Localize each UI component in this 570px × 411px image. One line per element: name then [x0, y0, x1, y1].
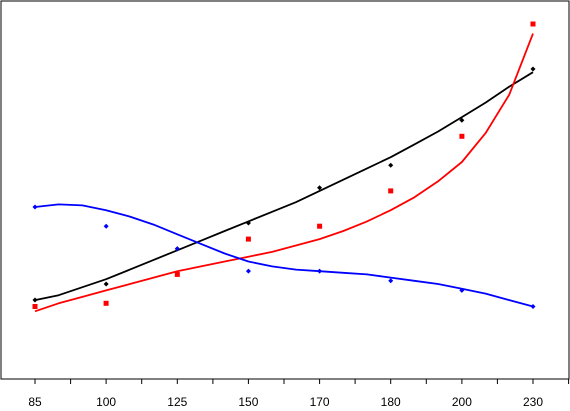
series-2-fit-line: [34, 33, 534, 313]
x-tick-label: 100: [96, 395, 116, 409]
series-3-point: [32, 204, 38, 210]
series-1-point: [245, 220, 251, 226]
series-2-point: [388, 188, 394, 194]
series-2-point: [174, 271, 180, 277]
x-axis: 85 100 125 150 170 180 200 230: [28, 379, 570, 409]
plot-frame: [0, 0, 570, 380]
series-2-point: [32, 304, 38, 309]
x-tick-label: 200: [452, 395, 472, 409]
series-3-fit-line: [34, 203, 534, 308]
series-2-point: [317, 223, 323, 229]
series-1-point: [103, 281, 109, 287]
series-2-point: [459, 133, 465, 139]
series-2-point: [245, 236, 251, 242]
fit-lines: [34, 33, 534, 313]
x-tick-label: 180: [381, 395, 401, 409]
series-1-fit-line: [34, 71, 534, 301]
data-markers: [32, 21, 536, 309]
series-3-point: [174, 246, 180, 252]
series-1-point: [459, 117, 465, 123]
series-1-point: [317, 185, 323, 191]
x-tick-label: 85: [28, 395, 42, 409]
series-3-point: [530, 303, 536, 309]
series-2-point: [530, 21, 536, 27]
series-3-point: [245, 268, 251, 274]
series-2-point: [103, 300, 109, 306]
series-3-point: [388, 278, 394, 284]
x-tick-label: 230: [523, 395, 543, 409]
x-tick-label: 150: [238, 395, 258, 409]
series-3-point: [103, 223, 109, 229]
series-3-point: [459, 287, 465, 293]
series-3-point: [317, 268, 323, 274]
x-tick-label: 125: [167, 395, 187, 409]
x-tick-label: 170: [310, 395, 330, 409]
series-1-point: [32, 297, 38, 303]
series-1-point: [388, 162, 394, 168]
series-1-point: [530, 66, 536, 72]
